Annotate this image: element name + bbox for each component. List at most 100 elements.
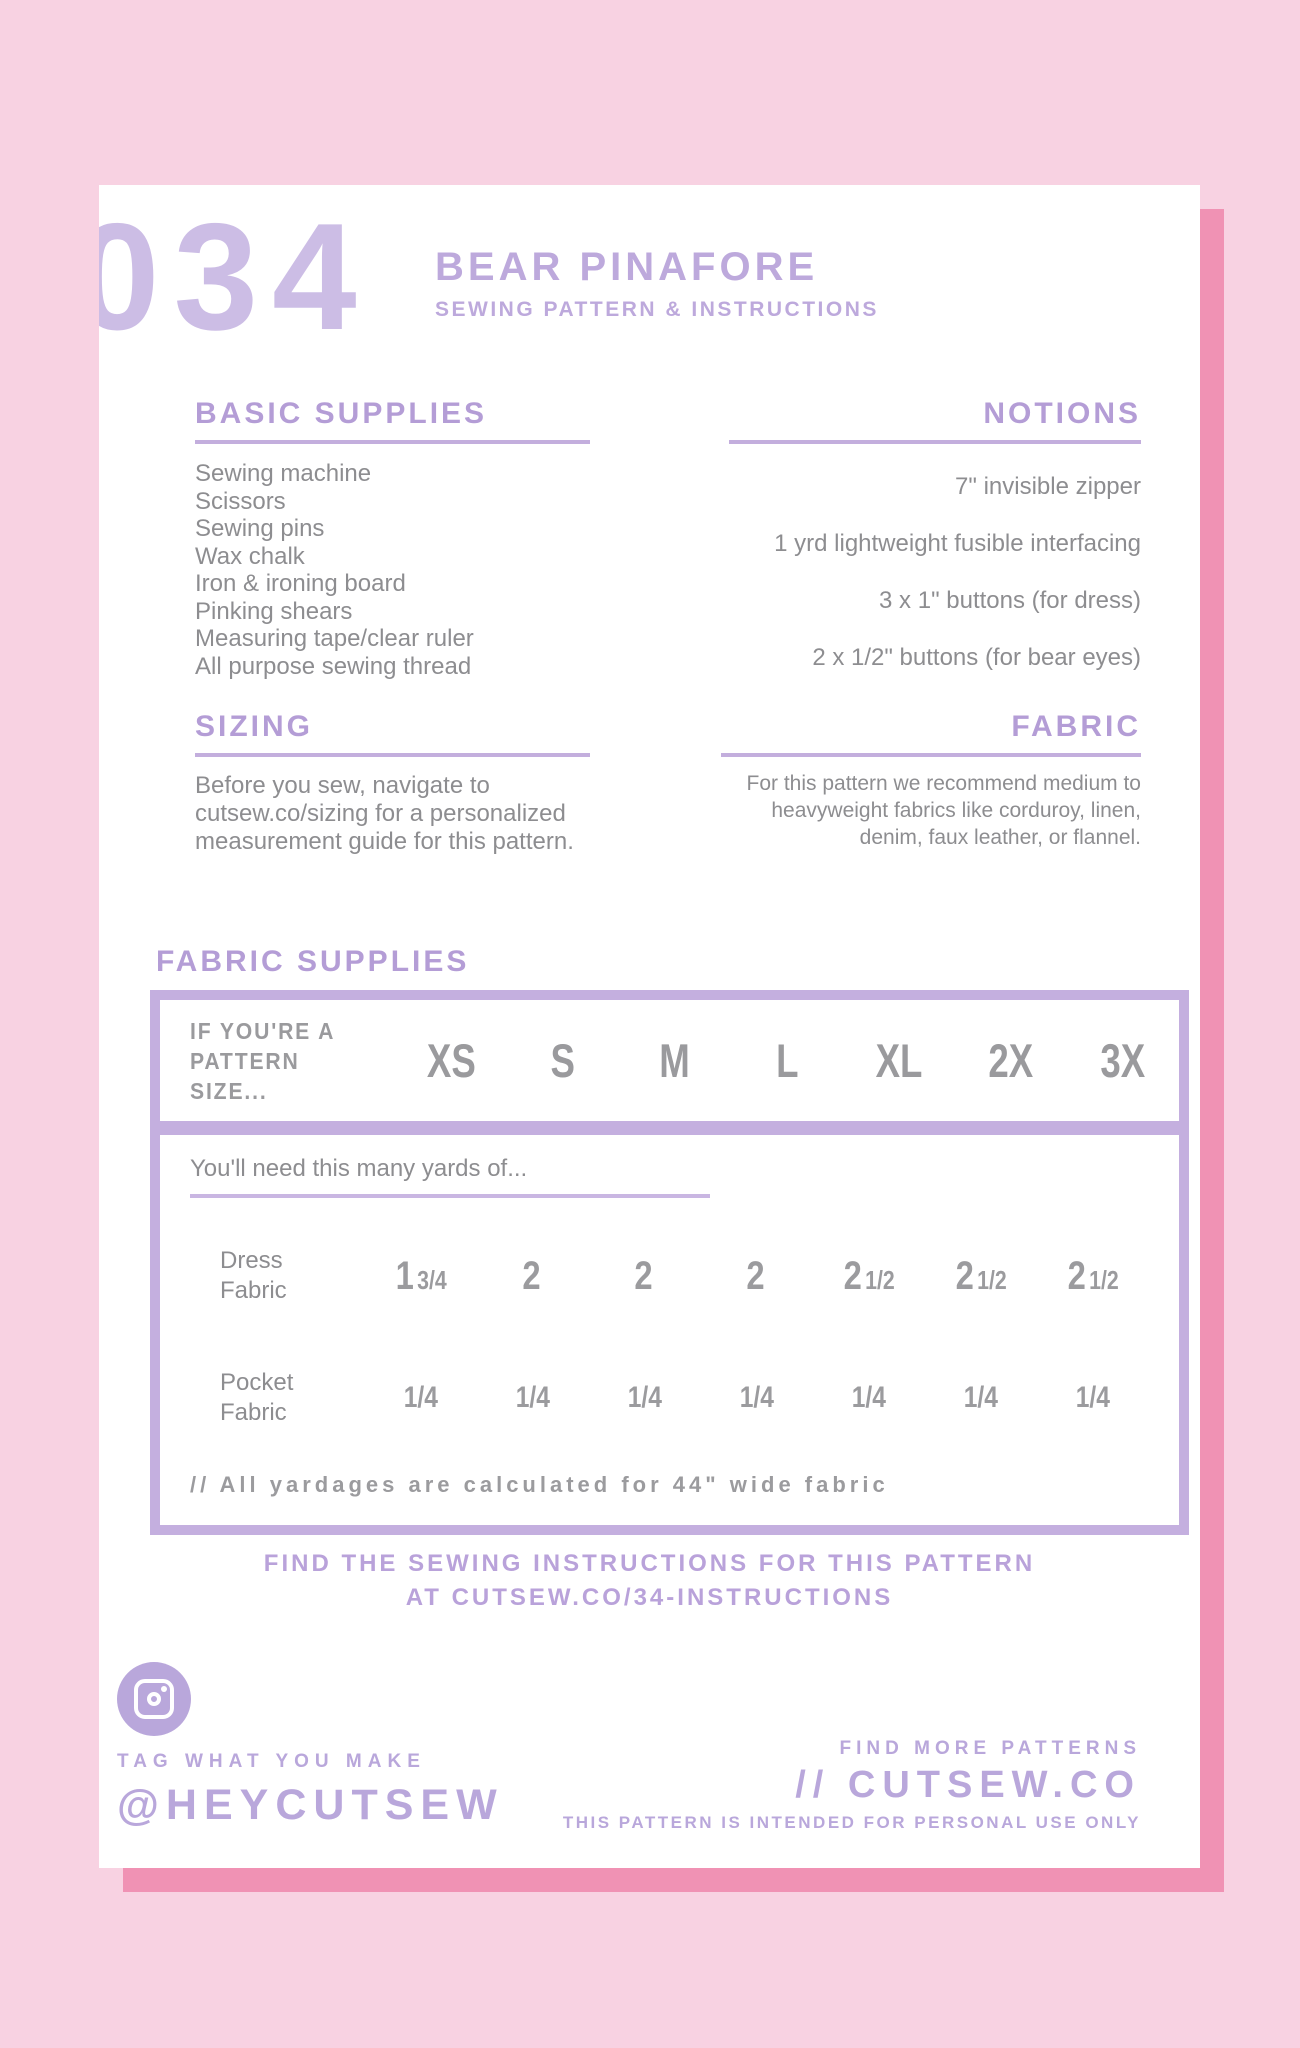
yardage-whole: 1 [395,1253,414,1298]
row-label: Dress Fabric [220,1247,287,1304]
size-column-header: 3X [1067,1033,1179,1088]
page-title: BEAR PINAFORE [435,245,819,289]
yardage-cell: 1/4 [589,1381,701,1415]
personal-use-label: THIS PATTERN IS INTENDED FOR PERSONAL US… [562,1813,1141,1832]
size-column-header: M [619,1033,731,1088]
supply-item: Sewing machine [195,460,372,487]
yardage-cell: 2 1/2 [925,1254,1037,1299]
size-header-label: IF YOU'RE A PATTERN SIZE... [190,1017,336,1104]
yardage-fraction: 1/4 [963,1381,999,1414]
size-label: XL [875,1034,923,1087]
size-column-header: L [731,1033,843,1088]
yardage-fraction: 1/4 [1075,1381,1111,1414]
yardage-fraction: 1/2 [1088,1264,1119,1295]
row-label: Pocket Fabric [220,1369,294,1426]
yardage-cell: 1/4 [701,1381,813,1415]
supply-item: Sewing pins [195,515,325,542]
yardage-cell: 2 [589,1254,701,1299]
size-label: XS [426,1034,476,1087]
yardage-fraction: 1/2 [976,1264,1007,1295]
instagram-lens-glyph [147,1692,161,1706]
table-row-dress-fabric: Dress Fabric 1 3/4 2 2 2 2 1/2 2 1/2 2 1/2 [190,1246,1149,1306]
yardage-cell: 1/4 [365,1381,477,1415]
supply-item: All purpose sewing thread [195,652,472,680]
size-label: M [659,1034,691,1087]
find-more-patterns-label: FIND MORE PATTERNS [839,1738,1141,1759]
yardage-whole: 2 [843,1253,862,1298]
tag-what-you-make-label: TAG WHAT YOU MAKE [117,1751,426,1772]
notions-list: 7" invisible zipper 1 yrd lightweight fu… [729,473,1141,672]
size-column-header: S [507,1033,619,1088]
supply-item: Scissors [195,487,286,515]
pattern-sheet-page: 034 BEAR PINAFORE SEWING PATTERN & INSTR… [99,185,1200,1868]
fabric-section: FABRIC For this pattern we recommend med… [721,710,1141,851]
yardage-whole: 2 [1067,1253,1086,1298]
footer-site-block: FIND MORE PATTERNS // CUTSEW.CO THIS PAT… [563,1738,1141,1833]
yardage-whole: 2 [955,1253,974,1298]
yardage-footnote: // All yardages are calculated for 44" w… [190,1472,889,1497]
sizing-underline [195,753,590,757]
instructions-note-line2: AT CUTSEW.CO/34-INSTRUCTIONS [405,1584,894,1611]
size-column-header: XS [395,1033,507,1088]
yardage-cell: 1/4 [477,1381,589,1415]
instructions-note: FIND THE SEWING INSTRUCTIONS FOR THIS PA… [99,1547,1200,1615]
instructions-note-line1: FIND THE SEWING INSTRUCTIONS FOR THIS PA… [263,1550,1036,1577]
yardage-whole: 2 [522,1253,541,1298]
supply-item: Wax chalk [195,542,305,570]
yardage-fraction: 1/2 [864,1264,895,1295]
size-header-row: IF YOU'RE A PATTERN SIZE... XS S M L XL … [160,1000,1179,1135]
sizing-section: SIZING Before you sew, navigate to cutse… [195,710,615,856]
instagram-dot-glyph [161,1686,167,1692]
yardage-table-body: You'll need this many yards of... Dress … [160,1135,1179,1498]
yardage-fraction: 1/4 [403,1381,439,1414]
supply-item: Pinking shears [195,597,353,625]
fabric-supplies-table: IF YOU'RE A PATTERN SIZE... XS S M L XL … [150,990,1189,1535]
notion-item: 2 x 1/2" buttons (for bear eyes) [812,644,1141,671]
page-subtitle: SEWING PATTERN & INSTRUCTIONS [435,298,879,321]
cutsew-site-label: // CUTSEW.CO [795,1764,1141,1806]
basic-supplies-section: BASIC SUPPLIES Sewing machine Scissors S… [195,397,595,680]
sizing-body-text: Before you sew, navigate to cutsew.co/si… [195,772,574,855]
table-row-pocket-fabric: Pocket Fabric 1/4 1/4 1/4 1/4 1/4 1/4 1/… [190,1368,1149,1428]
yardage-cell: 2 [701,1254,813,1299]
supply-item: Measuring tape/clear ruler [195,625,474,652]
footer-social-block: TAG WHAT YOU MAKE @HEYCUTSEW [117,1662,504,1830]
yardage-fraction: 3/4 [416,1264,447,1295]
size-column-header: 2X [955,1033,1067,1088]
yardage-whole: 2 [634,1253,653,1298]
notions-underline [729,440,1141,444]
sizing-heading: SIZING [195,710,314,743]
notions-section: NOTIONS 7" invisible zipper 1 yrd lightw… [729,397,1141,672]
basic-supplies-underline [195,440,590,444]
fabric-supplies-heading: FABRIC SUPPLIES [156,945,470,978]
yardage-fraction: 1/4 [739,1381,775,1414]
size-label: 2X [988,1034,1034,1087]
notion-item: 3 x 1" buttons (for dress) [879,587,1141,614]
size-label: S [550,1034,576,1087]
yardage-cell: 1 3/4 [365,1254,477,1299]
size-label: L [775,1034,799,1087]
size-label: 3X [1100,1034,1146,1087]
fabric-heading: FABRIC [1011,710,1141,743]
pattern-number: 034 [99,192,371,362]
title-block: BEAR PINAFORE SEWING PATTERN & INSTRUCTI… [435,245,879,322]
basic-supplies-list: Sewing machine Scissors Sewing pins Wax … [195,460,595,680]
notion-item: 1 yrd lightweight fusible interfacing [774,530,1141,557]
supply-item: Iron & ironing board [195,570,406,597]
instagram-frame-glyph [134,1679,174,1719]
notions-heading: NOTIONS [983,397,1141,430]
basic-supplies-heading: BASIC SUPPLIES [195,397,488,430]
yardage-cell: 1/4 [925,1381,1037,1415]
yardage-intro: You'll need this many yards of... [190,1155,710,1198]
yardage-fraction: 1/4 [627,1381,663,1414]
yardage-fraction: 1/4 [515,1381,551,1414]
fabric-underline [721,753,1141,757]
instagram-icon [117,1662,191,1736]
size-column-header: XL [843,1033,955,1088]
yardage-fraction: 1/4 [851,1381,887,1414]
yardage-cell: 1/4 [1037,1381,1149,1415]
yardage-cell: 1/4 [813,1381,925,1415]
yardage-cell: 2 [477,1254,589,1299]
yardage-whole: 2 [746,1253,765,1298]
